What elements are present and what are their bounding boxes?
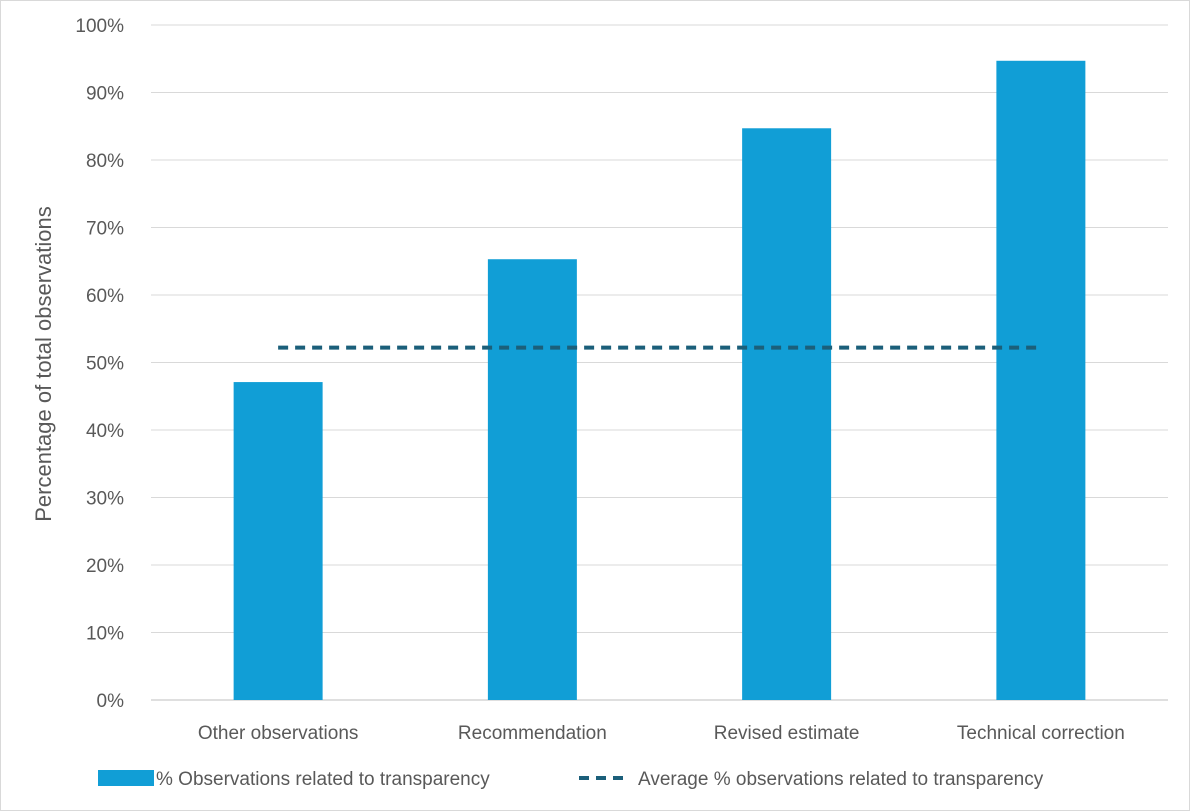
y-tick-label: 60%: [86, 286, 124, 307]
y-tick-label: 90%: [86, 84, 124, 105]
legend-label-bar: % Observations related to transparency: [156, 769, 490, 790]
legend-swatch-bar: [98, 770, 154, 786]
x-tick-label: Other observations: [198, 723, 359, 744]
legend-label-line: Average % observations related to transp…: [638, 769, 1044, 790]
legend: % Observations related to transparency Av…: [98, 769, 1044, 790]
bar-other-observations: [233, 382, 323, 700]
y-axis-title: Percentage of total observations: [31, 206, 56, 522]
y-tick-label: 40%: [86, 421, 124, 442]
y-tick-label: 20%: [86, 556, 124, 577]
y-tick-label: 10%: [86, 624, 124, 645]
y-tick-label: 30%: [86, 489, 124, 510]
bar-technical-correction: [996, 60, 1086, 700]
x-tick-label: Revised estimate: [714, 723, 860, 744]
bars: [233, 60, 1086, 700]
x-tick-label: Recommendation: [458, 723, 607, 744]
bar-revised-estimate: [742, 128, 832, 700]
y-axis-tick-labels: 0% 10% 20% 30% 40% 50% 60% 70% 80% 90% 100%: [75, 16, 124, 712]
y-tick-label: 70%: [86, 219, 124, 240]
x-axis-tick-labels: Other observations Recommendation Revised …: [198, 723, 1125, 744]
y-tick-label: 50%: [86, 354, 124, 375]
y-tick-label: 100%: [75, 16, 124, 37]
y-tick-label: 0%: [97, 691, 125, 712]
bar-recommendation: [487, 259, 577, 700]
y-tick-label: 80%: [86, 151, 124, 172]
x-tick-label: Technical correction: [957, 723, 1125, 744]
